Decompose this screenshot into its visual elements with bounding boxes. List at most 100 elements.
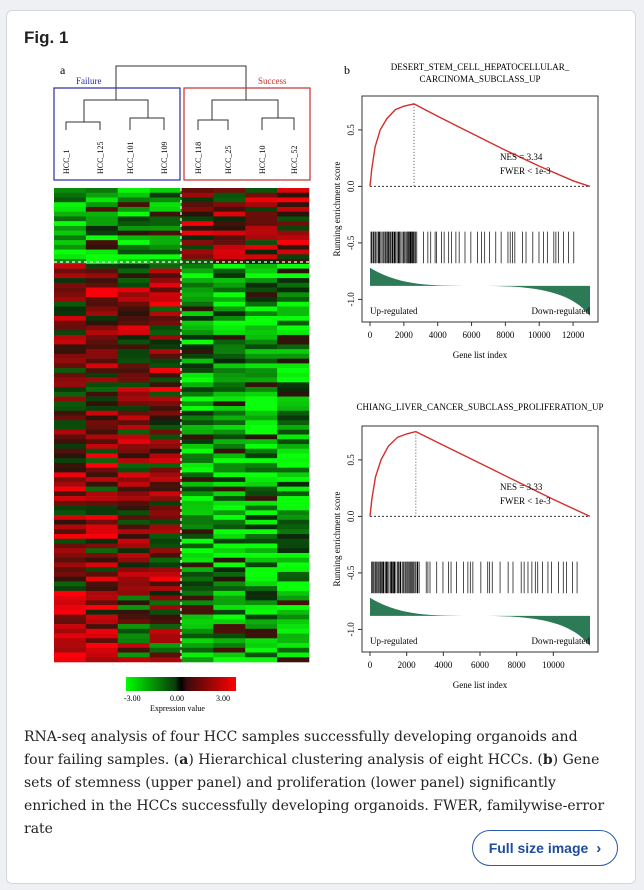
heatmap-cell [85,510,119,516]
sample-label: HCC_109 [160,142,169,174]
heatmap-cell [181,311,214,317]
heatmap-cell [117,387,150,393]
heatmap-cell [213,301,246,307]
heatmap-cell [277,363,310,369]
heatmap-cell [54,254,87,260]
heatmap-cell [85,434,119,440]
heatmap-cell [149,429,182,435]
heatmap-cell [277,320,310,326]
heatmap-cell [85,320,119,326]
heatmap-cell [213,524,246,530]
heatmap-cell [117,633,150,639]
heatmap-cell [181,543,214,549]
heatmap-cell [117,420,150,426]
heatmap-cell [117,567,150,573]
heatmap-cell [149,605,182,611]
heatmap-cell [277,505,310,511]
heatmap-cell [149,581,182,587]
heatmap-cell [245,638,278,644]
heatmap-cell [181,600,214,606]
heatmap-cell [85,259,119,265]
heatmap-cell [117,552,150,559]
heatmap-cell [245,458,278,464]
heatmap-cell [245,647,278,653]
fwer-label: FWER < 1e-3 [500,496,551,506]
heatmap-cell [85,368,119,374]
heatmap-cell [117,292,150,298]
heatmap-cell [181,273,214,279]
heatmap-cell [213,581,246,587]
heatmap-cell [149,287,182,293]
heatmap-cell [213,638,246,644]
heatmap-cell [85,638,119,644]
heatmap-cell [181,425,214,431]
heatmap-cell [117,349,150,355]
heatmap-cell [277,410,310,416]
heatmap-cell [277,334,310,340]
legend-colorbar [126,677,236,691]
heatmap-cell [54,633,87,639]
plot-title: CHIANG_LIVER_CANCER_SUBCLASS_PROLIFERATI… [356,402,603,412]
heatmap-cell [85,647,119,653]
heatmap-cell [117,529,150,535]
heatmap-cell [181,548,214,554]
full-size-image-button[interactable]: Full size image › [472,830,618,866]
heatmap-cell [181,443,214,449]
heatmap-cell [213,529,246,535]
heatmap-cell [277,263,310,269]
heatmap-cell [213,477,246,483]
heatmap-cell [149,396,182,402]
heatmap-cell [54,387,87,393]
sample-label: HCC_101 [126,142,135,174]
heatmap-cell [117,429,150,435]
legend-label: Expression value [150,704,205,713]
heatmap-cell [213,652,246,658]
heatmap-cell [245,358,278,364]
heatmap-cell [245,273,278,279]
heatmap-cell [245,515,278,521]
heatmap-cell [149,268,182,274]
heatmap-cell [181,344,214,350]
heatmap-cell [85,557,119,563]
heatmap-cell [181,406,214,412]
figure-graphic: a Failure Success HCC_1 HCC_125 HCC_101 HCC… [53,62,604,713]
heatmap-cell [213,235,246,241]
heatmap-cell [277,344,310,350]
heatmap-cell [245,216,278,222]
heatmap-cell [117,443,150,449]
heatmap-cell [213,515,246,521]
heatmap-cell [213,311,246,317]
heatmap-cell [54,287,87,293]
sample-label: HCC_10 [258,146,267,174]
x-tick-label: 10000 [542,660,565,670]
heatmap-cell [54,557,87,563]
heatmap-cell [117,188,150,194]
heatmap-cell [245,443,278,449]
heatmap-cell [54,221,87,227]
heatmap-cell [213,557,246,563]
heatmap-cell [213,415,246,421]
x-tick-label: 8000 [508,660,527,670]
heatmap-cell [181,349,214,355]
heatmap-cell [117,221,150,227]
heatmap-cell [54,396,87,402]
heatmap-cell [213,472,246,478]
heatmap-cell [277,552,310,559]
heatmap-cell [117,282,150,288]
heatmap-cell [277,249,310,255]
heatmap-cell [213,363,246,369]
heatmap-cell [277,477,310,483]
heatmap-cell [213,230,246,236]
heatmap-cell [181,515,214,521]
heatmap-cell [85,467,119,473]
heatmap-cell [54,581,87,587]
heatmap-cell [54,406,87,412]
heatmap-cell [181,410,214,416]
heatmap-cell [277,420,310,426]
heatmap-cell [117,434,150,440]
heatmap-cell [245,595,278,601]
heatmap-cell [245,614,278,620]
heatmap-cell [245,543,278,549]
heatmap-cell [245,486,278,492]
heatmap-cell [117,562,150,568]
